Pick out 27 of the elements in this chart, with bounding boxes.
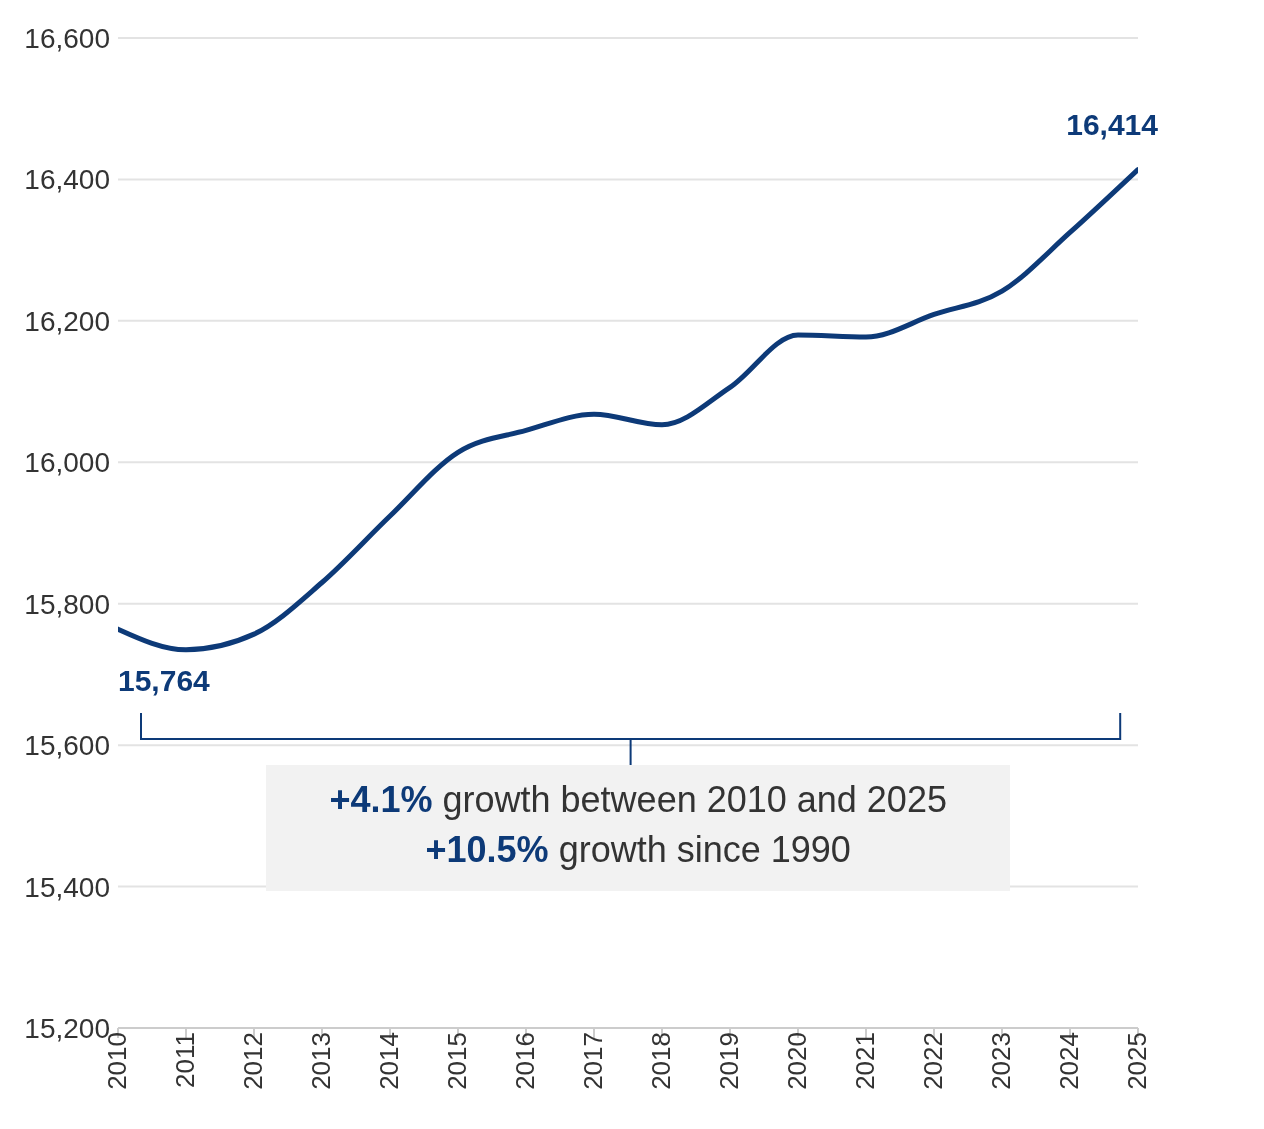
y-tick-label: 16,000 [24,447,110,479]
x-tick-label: 2013 [306,1032,337,1090]
annotation: +4.1% growth between 2010 and 2025 [328,777,948,822]
annotation: 16,414 [1066,107,1159,141]
y-tick-label: 16,200 [24,305,110,337]
x-tick-label: 2018 [646,1032,677,1090]
x-tick-label: 2019 [714,1032,745,1090]
text-box: +4.1% growth between 2010 and 2025 +10.5% growth since 1990 [265,764,1011,891]
annotation: 15,764 [118,664,211,698]
annotation: +10.5% growth since 1990 [424,827,852,872]
x-tick-label: 2017 [578,1032,609,1090]
x-tick-label: 2014 [374,1032,405,1090]
x-tick-label: 2024 [1054,1032,1085,1090]
x-tick-label: 2020 [782,1032,813,1090]
x-tick-label: 2023 [986,1032,1017,1090]
y-tick-label: 16,600 [24,22,110,54]
x-tick-label: 2011 [170,1032,201,1088]
y-tick-label: 16,400 [24,164,110,196]
x-tick-label: 2012 [238,1032,269,1090]
y-tick-label: 15,400 [24,871,110,903]
y-tick-label: 15,800 [24,588,110,620]
x-tick-label: 2021 [850,1032,881,1090]
y-tick-label: 15,600 [24,730,110,762]
x-tick-label: 2016 [510,1032,541,1090]
x-tick-label: 2015 [442,1032,473,1090]
x-tick-label: 2025 [1122,1032,1153,1090]
x-tick-label: 2022 [918,1032,949,1090]
